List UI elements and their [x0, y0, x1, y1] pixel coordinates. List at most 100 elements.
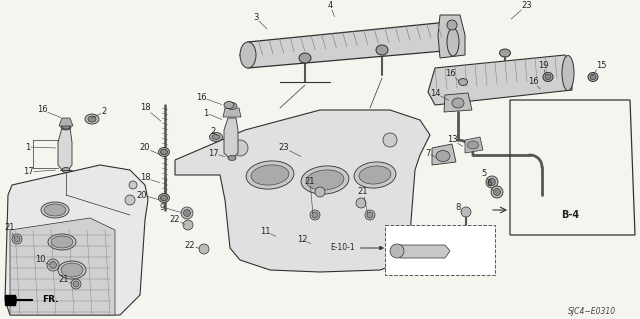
- Ellipse shape: [41, 202, 69, 218]
- Polygon shape: [396, 245, 450, 258]
- Ellipse shape: [159, 147, 170, 157]
- Polygon shape: [175, 110, 430, 272]
- Text: 14: 14: [429, 88, 449, 100]
- Ellipse shape: [299, 53, 311, 63]
- Text: 6: 6: [486, 180, 493, 191]
- Text: 15: 15: [592, 61, 606, 76]
- Text: 13: 13: [447, 136, 463, 146]
- Circle shape: [493, 189, 500, 196]
- Text: 23: 23: [511, 1, 532, 19]
- Text: 2: 2: [92, 108, 107, 118]
- Ellipse shape: [588, 72, 598, 81]
- Ellipse shape: [62, 125, 70, 129]
- Ellipse shape: [354, 162, 396, 188]
- Ellipse shape: [306, 170, 344, 190]
- Ellipse shape: [88, 116, 96, 122]
- Circle shape: [367, 212, 373, 218]
- Ellipse shape: [161, 195, 168, 201]
- Ellipse shape: [51, 236, 73, 248]
- Circle shape: [184, 210, 191, 217]
- Ellipse shape: [61, 263, 83, 277]
- Text: 1: 1: [204, 108, 221, 120]
- Ellipse shape: [85, 114, 99, 124]
- Ellipse shape: [161, 149, 168, 155]
- Ellipse shape: [545, 74, 551, 80]
- Circle shape: [315, 187, 325, 197]
- Bar: [385, 225, 495, 275]
- Ellipse shape: [436, 151, 450, 161]
- Polygon shape: [428, 55, 572, 105]
- Ellipse shape: [159, 194, 170, 203]
- Circle shape: [312, 212, 318, 218]
- Text: 18: 18: [140, 103, 161, 121]
- Text: 16: 16: [36, 106, 61, 117]
- Text: 2: 2: [211, 127, 217, 136]
- Circle shape: [181, 207, 193, 219]
- Text: 19: 19: [538, 61, 548, 76]
- Text: 21: 21: [358, 188, 368, 214]
- Ellipse shape: [224, 101, 234, 108]
- Ellipse shape: [44, 204, 66, 216]
- Circle shape: [71, 279, 81, 289]
- Text: 21: 21: [305, 176, 316, 214]
- Circle shape: [491, 186, 503, 198]
- Polygon shape: [432, 144, 456, 165]
- Text: 17: 17: [22, 167, 56, 176]
- Ellipse shape: [301, 166, 349, 194]
- Ellipse shape: [458, 78, 467, 85]
- Circle shape: [383, 133, 397, 147]
- Text: 22: 22: [170, 214, 185, 224]
- Circle shape: [47, 259, 59, 271]
- Text: 7: 7: [426, 149, 436, 158]
- Ellipse shape: [48, 234, 76, 250]
- Text: 3: 3: [253, 13, 267, 29]
- Polygon shape: [59, 118, 73, 126]
- Text: SJC4−E0310: SJC4−E0310: [568, 308, 616, 316]
- Circle shape: [461, 207, 471, 217]
- Text: 11: 11: [260, 226, 276, 236]
- Circle shape: [365, 210, 375, 220]
- Text: E-10-1: E-10-1: [330, 243, 383, 253]
- Text: 22: 22: [185, 241, 200, 249]
- Circle shape: [390, 244, 404, 258]
- Circle shape: [129, 181, 137, 189]
- Circle shape: [183, 220, 193, 230]
- Ellipse shape: [251, 165, 289, 185]
- Text: 18: 18: [140, 174, 159, 182]
- Text: 12: 12: [297, 235, 310, 244]
- Text: FR.: FR.: [42, 295, 58, 305]
- Text: 17: 17: [208, 149, 225, 158]
- Ellipse shape: [499, 49, 511, 57]
- Ellipse shape: [61, 124, 71, 130]
- Circle shape: [488, 179, 495, 186]
- Circle shape: [199, 244, 209, 254]
- Text: 8: 8: [455, 203, 462, 212]
- Polygon shape: [224, 118, 238, 157]
- Circle shape: [49, 262, 56, 269]
- Circle shape: [232, 140, 248, 156]
- Text: B-4: B-4: [561, 210, 579, 220]
- Circle shape: [73, 281, 79, 287]
- Text: 20: 20: [137, 190, 159, 200]
- Polygon shape: [58, 128, 72, 170]
- Circle shape: [12, 234, 22, 244]
- Ellipse shape: [447, 28, 459, 56]
- Circle shape: [447, 20, 457, 30]
- Circle shape: [486, 176, 498, 188]
- Ellipse shape: [209, 132, 223, 142]
- Text: 21: 21: [59, 275, 72, 284]
- Polygon shape: [10, 218, 115, 315]
- Polygon shape: [223, 108, 241, 117]
- Text: 1: 1: [26, 143, 56, 152]
- Ellipse shape: [452, 98, 464, 108]
- Ellipse shape: [467, 141, 479, 149]
- Polygon shape: [465, 137, 483, 153]
- Polygon shape: [438, 15, 465, 58]
- Circle shape: [356, 198, 366, 208]
- Polygon shape: [240, 22, 455, 68]
- Text: 9: 9: [159, 203, 182, 213]
- Circle shape: [310, 210, 320, 220]
- Text: 23: 23: [278, 144, 301, 156]
- Text: 20: 20: [140, 144, 160, 154]
- Polygon shape: [5, 295, 15, 305]
